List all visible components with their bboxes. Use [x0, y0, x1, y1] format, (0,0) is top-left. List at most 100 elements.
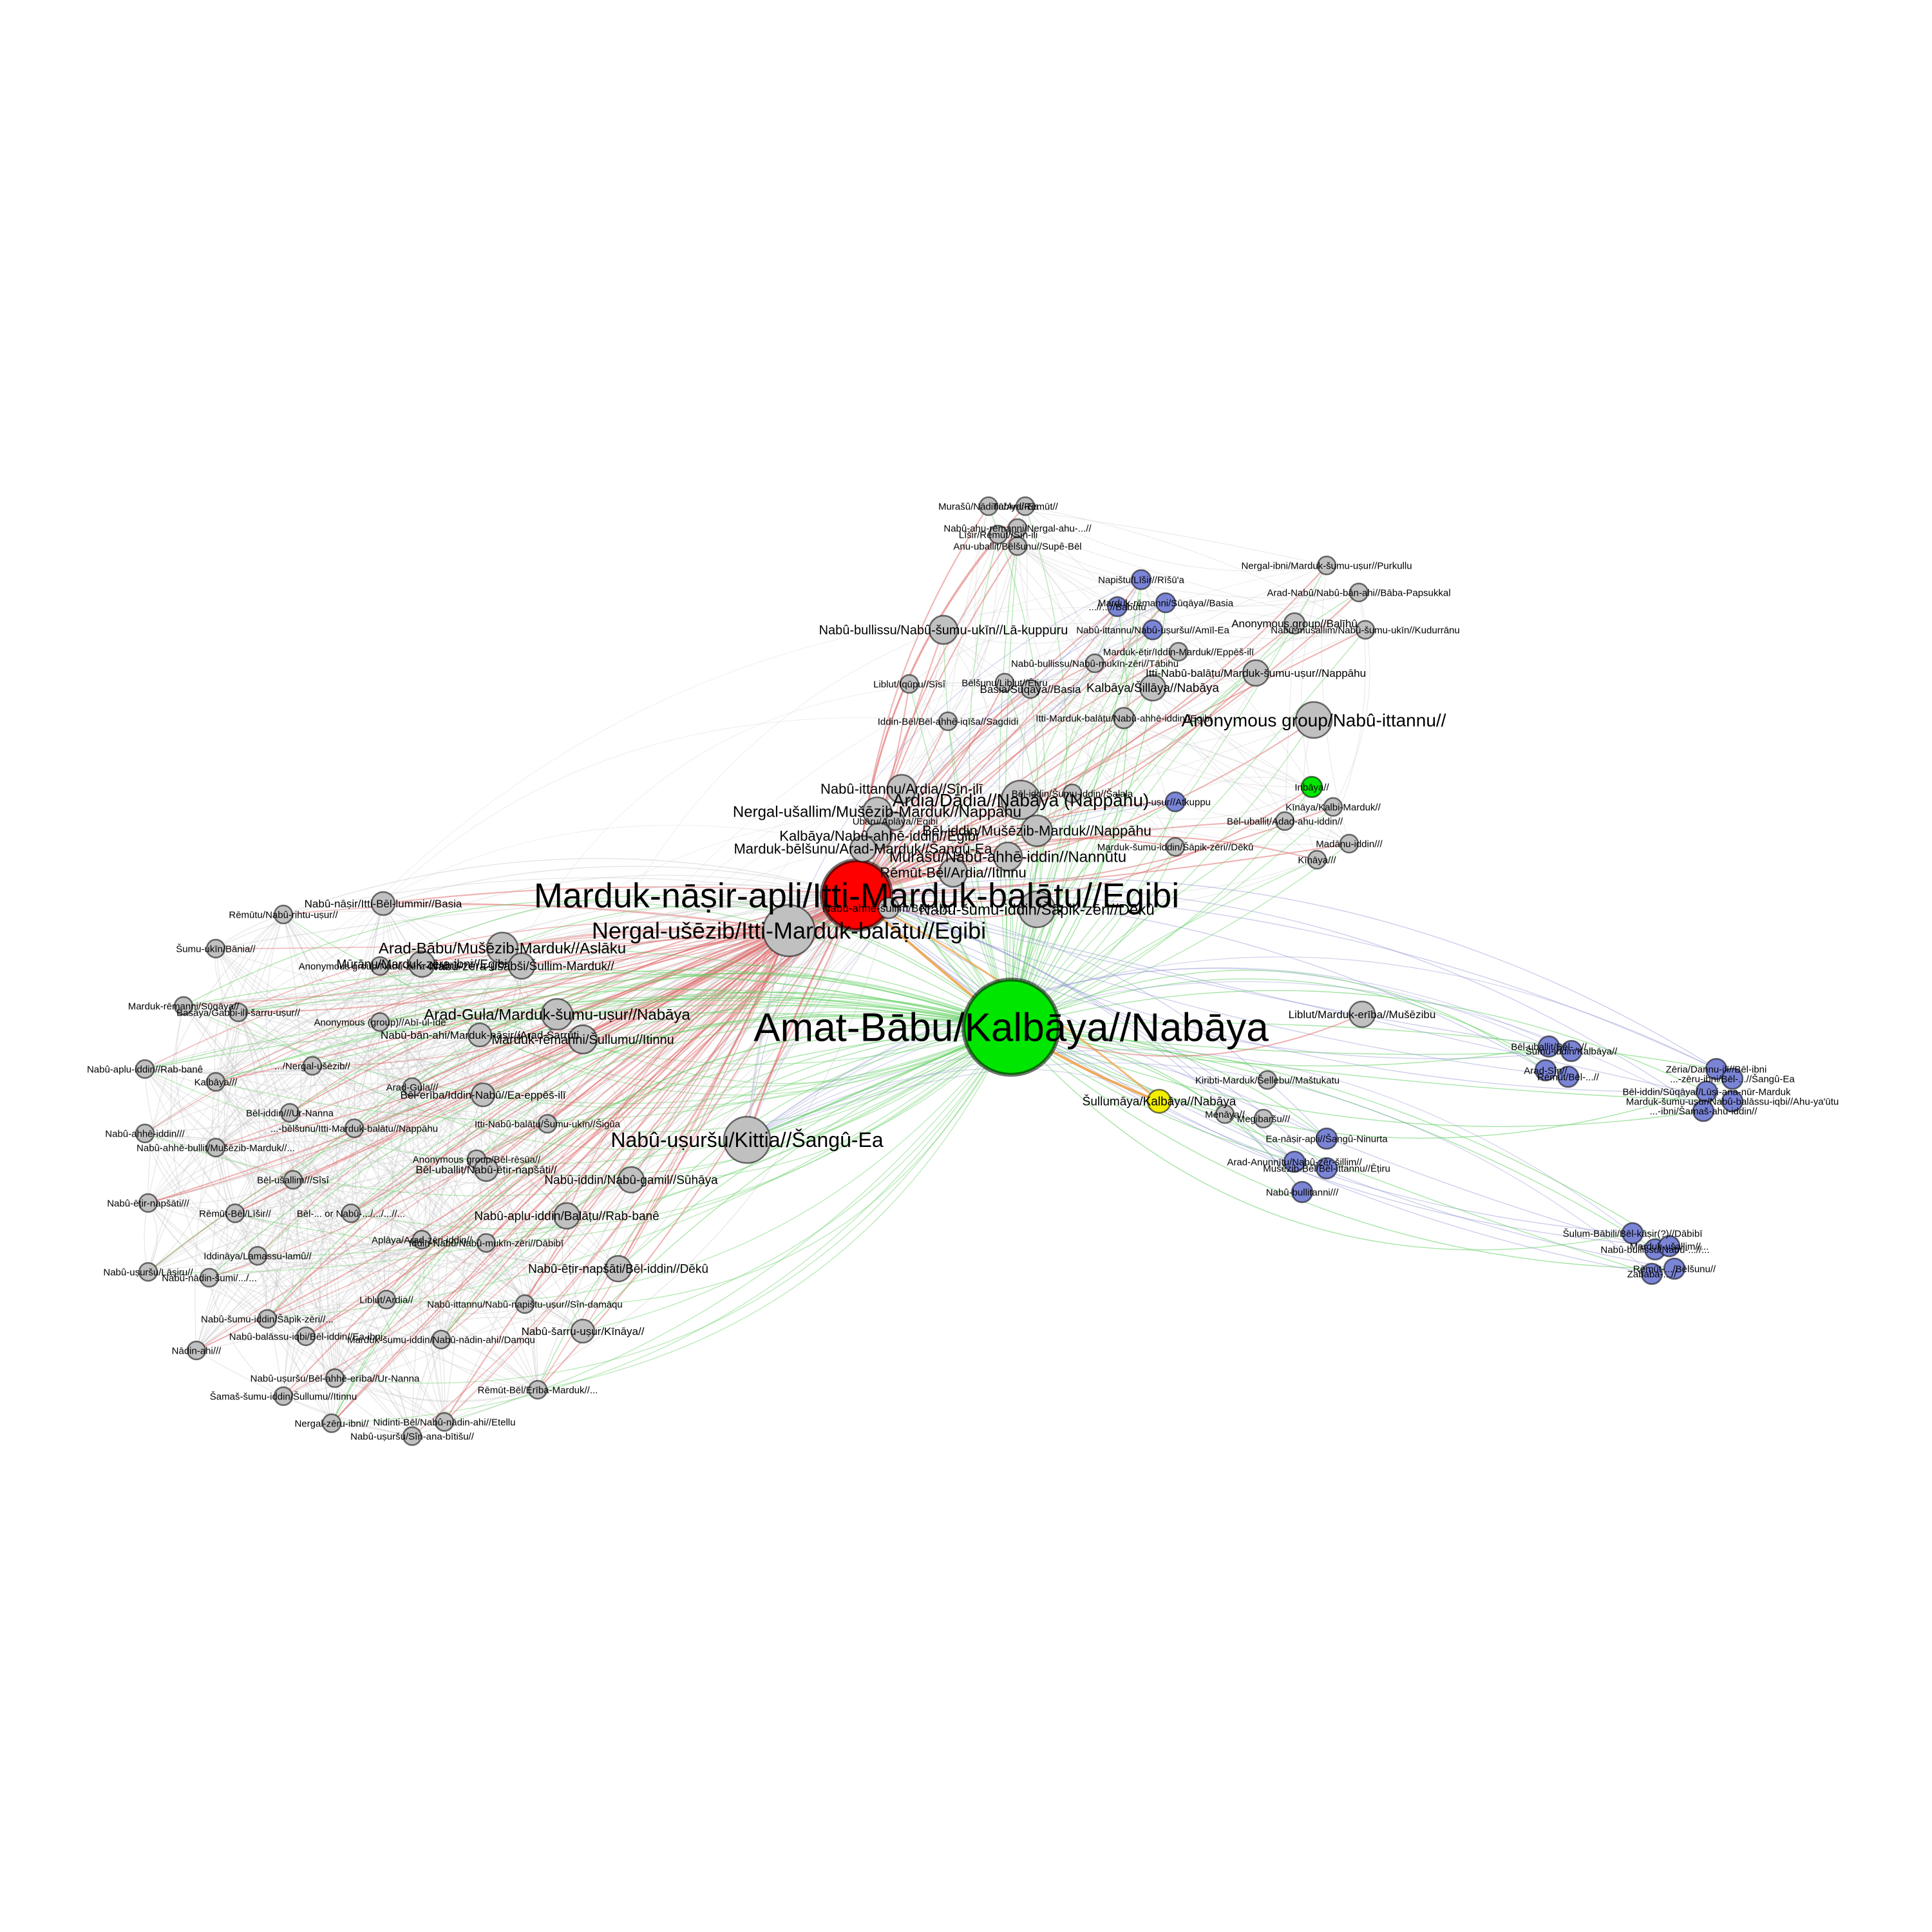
graph-node[interactable] — [1692, 1099, 1715, 1122]
graph-node[interactable] — [279, 1103, 300, 1123]
graph-node[interactable] — [1315, 1127, 1338, 1150]
graph-node[interactable] — [1253, 1108, 1274, 1129]
graph-node[interactable] — [302, 1056, 323, 1076]
graph-node[interactable] — [1000, 779, 1041, 820]
graph-node[interactable] — [938, 711, 958, 732]
graph-node[interactable] — [961, 978, 1061, 1077]
graph-node[interactable] — [1283, 612, 1306, 635]
graph-node[interactable] — [978, 496, 999, 516]
graph-node[interactable] — [1663, 1257, 1686, 1280]
graph-node[interactable] — [1300, 775, 1323, 799]
graph-node[interactable] — [1315, 1157, 1338, 1180]
graph-node[interactable] — [273, 1386, 294, 1406]
graph-node[interactable] — [1534, 1059, 1557, 1082]
graph-node[interactable] — [1658, 1235, 1681, 1258]
graph-node[interactable] — [849, 835, 877, 863]
graph-node[interactable] — [1257, 1070, 1278, 1090]
graph-node[interactable] — [604, 1255, 632, 1283]
graph-node[interactable] — [486, 931, 519, 965]
graph-node[interactable] — [1007, 536, 1028, 556]
graph-node[interactable] — [1537, 1035, 1560, 1058]
graph-node[interactable] — [1018, 890, 1056, 929]
graph-node[interactable] — [553, 1202, 581, 1230]
graph-node[interactable] — [1084, 653, 1105, 674]
graph-node[interactable] — [205, 1137, 226, 1158]
graph-node[interactable] — [1348, 1000, 1376, 1028]
graph-node[interactable] — [1139, 674, 1167, 702]
graph-node[interactable] — [376, 1289, 397, 1310]
graph-node[interactable] — [321, 1413, 342, 1434]
graph-node[interactable] — [205, 1072, 226, 1092]
graph-node[interactable] — [1560, 1039, 1583, 1063]
graph-node[interactable] — [434, 1412, 455, 1432]
graph-node[interactable] — [1316, 555, 1337, 576]
graph-node[interactable] — [1242, 659, 1270, 687]
graph-node[interactable] — [138, 1262, 158, 1282]
graph-node[interactable] — [138, 1193, 158, 1213]
graph-node[interactable] — [402, 1077, 422, 1097]
graph-node[interactable] — [537, 1113, 558, 1134]
graph-node[interactable] — [1155, 592, 1177, 614]
graph-node[interactable] — [228, 1002, 249, 1023]
graph-node[interactable] — [886, 773, 917, 804]
graph-node[interactable] — [370, 891, 396, 916]
graph-node[interactable] — [762, 904, 816, 958]
graph-node[interactable] — [1168, 641, 1189, 662]
graph-node[interactable] — [1557, 1065, 1580, 1088]
graph-node[interactable] — [1112, 706, 1135, 730]
graph-node[interactable] — [1062, 783, 1083, 804]
graph-node[interactable] — [1291, 1180, 1314, 1204]
graph-node[interactable] — [225, 1203, 245, 1224]
graph-node[interactable] — [135, 1123, 155, 1144]
graph-node[interactable] — [1165, 837, 1186, 857]
graph-node[interactable] — [1215, 1104, 1235, 1124]
graph-node[interactable] — [408, 950, 436, 978]
graph-node[interactable] — [527, 1379, 548, 1400]
graph-node[interactable] — [1020, 679, 1041, 699]
graph-node[interactable] — [296, 1326, 316, 1347]
graph-node[interactable] — [1130, 569, 1152, 591]
graph-node[interactable] — [1721, 1067, 1744, 1090]
graph-node[interactable] — [1294, 701, 1333, 739]
graph-node[interactable] — [186, 1340, 207, 1361]
graph-node[interactable] — [540, 998, 574, 1031]
graph-node[interactable] — [567, 1024, 598, 1055]
graph-node[interactable] — [1274, 811, 1295, 831]
graph-node[interactable] — [515, 1294, 535, 1314]
graph-node[interactable] — [1621, 1222, 1644, 1245]
graph-node[interactable] — [476, 1233, 497, 1253]
graph-node[interactable] — [1146, 1088, 1172, 1114]
graph-node[interactable] — [1020, 814, 1054, 848]
graph-node[interactable] — [205, 938, 226, 959]
graph-node[interactable] — [283, 1170, 303, 1190]
graph-node[interactable] — [402, 1426, 422, 1446]
graph-node[interactable] — [617, 1166, 645, 1194]
graph-node[interactable] — [325, 1368, 345, 1388]
graph-node[interactable] — [877, 896, 900, 920]
graph-node[interactable] — [928, 614, 959, 645]
graph-node[interactable] — [938, 857, 969, 888]
graph-node[interactable] — [370, 1012, 390, 1032]
graph-node[interactable] — [992, 841, 1023, 872]
graph-node[interactable] — [370, 956, 390, 976]
graph-node[interactable] — [1283, 1150, 1306, 1173]
graph-node[interactable] — [257, 1309, 278, 1329]
graph-node[interactable] — [1015, 496, 1036, 516]
graph-node[interactable] — [994, 672, 1015, 693]
graph-node[interactable] — [473, 1157, 499, 1182]
graph-node[interactable] — [507, 952, 536, 980]
graph-node[interactable] — [431, 1329, 451, 1350]
graph-node[interactable] — [570, 1318, 596, 1344]
graph-node[interactable] — [1349, 582, 1369, 603]
graph-node[interactable] — [273, 904, 294, 925]
graph-node[interactable] — [1106, 596, 1128, 618]
graph-node[interactable] — [341, 1203, 361, 1224]
graph-node[interactable] — [1355, 620, 1376, 640]
graph-node[interactable] — [470, 1082, 496, 1108]
graph-node[interactable] — [1164, 791, 1186, 813]
graph-node[interactable] — [1307, 849, 1327, 870]
graph-node[interactable] — [1339, 833, 1359, 854]
graph-node[interactable] — [412, 1229, 432, 1250]
graph-node[interactable] — [247, 1245, 268, 1266]
graph-node[interactable] — [723, 1115, 772, 1164]
